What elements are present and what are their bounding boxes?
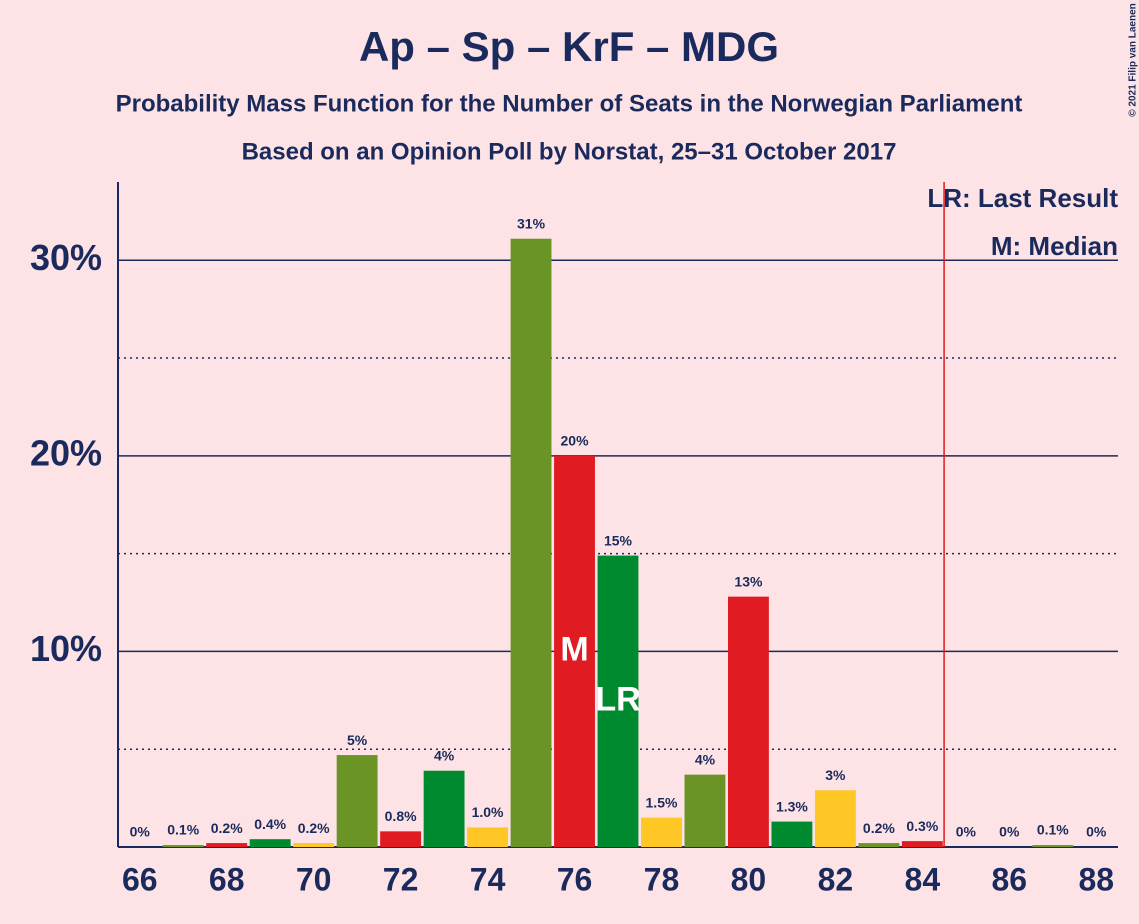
bar <box>814 790 856 847</box>
bar <box>380 831 422 847</box>
x-tick-label: 80 <box>731 861 767 897</box>
value-label: 0.8% <box>385 808 417 824</box>
value-label: 0% <box>1086 824 1107 840</box>
value-label: 0.2% <box>211 820 243 836</box>
copyright: © 2021 Filip van Laenen <box>1128 3 1139 117</box>
value-label: 1.3% <box>776 798 808 814</box>
bar <box>510 238 552 847</box>
x-tick-label: 74 <box>470 861 506 897</box>
value-label: 0.1% <box>167 822 199 838</box>
x-tick-label: 86 <box>992 861 1028 897</box>
x-tick-label: 76 <box>557 861 593 897</box>
value-label: 0.4% <box>254 816 286 832</box>
x-tick-label: 70 <box>296 861 332 897</box>
value-label: 0% <box>956 824 977 840</box>
bar <box>162 845 204 847</box>
value-label: 20% <box>561 433 590 449</box>
x-tick-label: 72 <box>383 861 419 897</box>
bar <box>249 839 291 847</box>
value-label: 13% <box>734 573 763 589</box>
value-label: 31% <box>517 215 546 231</box>
legend-entry: LR: Last Result <box>927 183 1118 213</box>
bar <box>293 843 335 847</box>
x-tick-label: 84 <box>905 861 941 897</box>
x-tick-label: 78 <box>644 861 680 897</box>
bar <box>771 821 813 847</box>
value-label: 3% <box>825 767 846 783</box>
bar <box>728 596 769 847</box>
value-label: 0.2% <box>863 820 895 836</box>
bar <box>641 817 682 847</box>
y-tick-label: 10% <box>30 628 102 669</box>
value-label: 1.5% <box>646 794 678 810</box>
bar-annotation: LR <box>595 680 640 718</box>
chart-subtitle: Based on an Opinion Poll by Norstat, 25–… <box>242 138 897 165</box>
bar <box>467 827 508 847</box>
legend-entry: M: Median <box>991 231 1118 261</box>
chart-subtitle: Probability Mass Function for the Number… <box>116 90 1023 117</box>
bar <box>597 555 639 847</box>
bar <box>901 841 943 847</box>
x-tick-label: 88 <box>1078 861 1114 897</box>
value-label: 0% <box>130 824 151 840</box>
x-tick-label: 66 <box>122 861 158 897</box>
bar <box>684 774 726 847</box>
bar <box>1032 845 1074 847</box>
value-label: 15% <box>604 532 633 548</box>
bar-annotation: M <box>560 630 588 668</box>
bar <box>858 843 900 847</box>
x-tick-label: 68 <box>209 861 245 897</box>
value-label: 0% <box>999 824 1020 840</box>
x-tick-label: 82 <box>818 861 854 897</box>
y-tick-label: 20% <box>30 432 102 473</box>
value-label: 0.1% <box>1037 822 1069 838</box>
bar <box>423 770 465 847</box>
value-label: 0.3% <box>906 818 938 834</box>
value-label: 4% <box>434 747 455 763</box>
chart-title: Ap – Sp – KrF – MDG <box>359 23 779 70</box>
value-label: 0.2% <box>298 820 330 836</box>
bar <box>554 455 595 847</box>
value-label: 4% <box>695 751 716 767</box>
value-label: 1.0% <box>472 804 504 820</box>
y-tick-label: 30% <box>30 237 102 278</box>
bar <box>336 755 378 847</box>
bar <box>206 843 248 847</box>
value-label: 5% <box>347 732 368 748</box>
